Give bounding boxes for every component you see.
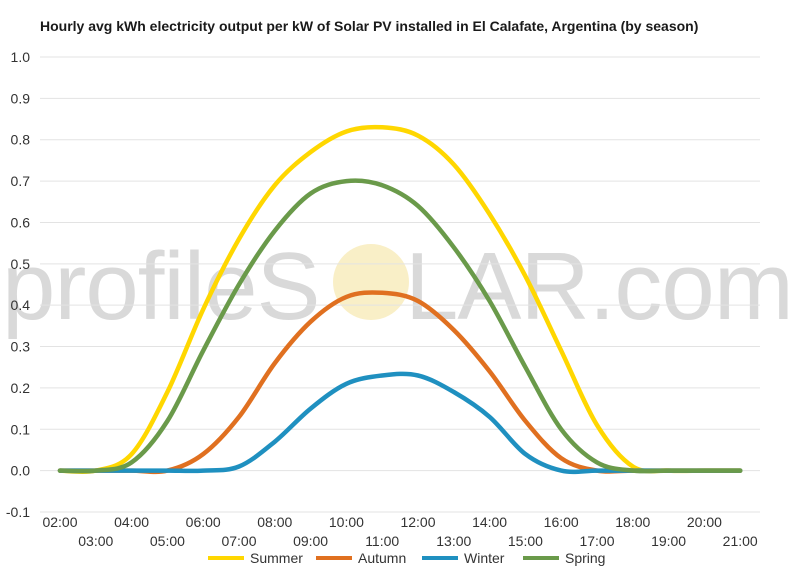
x-tick-label: 06:00 bbox=[186, 514, 221, 530]
x-tick-label: 09:00 bbox=[293, 533, 328, 549]
y-tick-label: 0.2 bbox=[11, 380, 31, 396]
x-tick-label: 18:00 bbox=[615, 514, 650, 530]
y-tick-label: -0.1 bbox=[6, 504, 30, 520]
x-tick-label: 14:00 bbox=[472, 514, 507, 530]
chart-title: Hourly avg kWh electricity output per kW… bbox=[40, 18, 699, 34]
series-lines bbox=[57, 124, 743, 475]
x-tick-label: 13:00 bbox=[436, 533, 471, 549]
series-line-winter bbox=[57, 371, 743, 475]
x-tick-label: 16:00 bbox=[544, 514, 579, 530]
y-tick-label: 0.5 bbox=[11, 256, 31, 272]
legend-label: Winter bbox=[464, 550, 505, 566]
legend-label: Autumn bbox=[358, 550, 407, 566]
series-line-autumn bbox=[57, 290, 743, 475]
legend-swatch bbox=[208, 556, 244, 560]
y-tick-label: 0.4 bbox=[11, 297, 31, 313]
legend-item-autumn: Autumn bbox=[316, 549, 406, 567]
legend-item-spring: Spring bbox=[523, 549, 605, 567]
x-tick-label: 17:00 bbox=[579, 533, 614, 549]
x-tick-label: 20:00 bbox=[687, 514, 722, 530]
x-tick-label: 08:00 bbox=[257, 514, 292, 530]
legend-swatch bbox=[422, 556, 458, 560]
legend: Summer Autumn Winter Spring bbox=[0, 549, 800, 567]
legend-item-summer: Summer bbox=[208, 549, 303, 567]
y-tick-label: 0.1 bbox=[11, 421, 31, 437]
legend-label: Spring bbox=[565, 550, 606, 566]
legend-item-winter: Winter bbox=[422, 549, 504, 567]
legend-swatch bbox=[523, 556, 559, 560]
y-tick-label: 0.0 bbox=[11, 463, 31, 479]
y-tick-label: 0.6 bbox=[11, 214, 31, 230]
x-axis-ticks: 02:0003:0004:0005:0006:0007:0008:0009:00… bbox=[42, 514, 757, 549]
x-tick-label: 02:00 bbox=[42, 514, 77, 530]
y-tick-label: 0.3 bbox=[11, 339, 31, 355]
x-tick-label: 03:00 bbox=[78, 533, 113, 549]
legend-label: Summer bbox=[250, 550, 303, 566]
x-tick-label: 21:00 bbox=[723, 533, 758, 549]
x-tick-label: 04:00 bbox=[114, 514, 149, 530]
x-tick-label: 12:00 bbox=[400, 514, 435, 530]
x-tick-label: 05:00 bbox=[150, 533, 185, 549]
y-tick-label: 0.9 bbox=[11, 90, 31, 106]
y-tick-label: 0.8 bbox=[11, 132, 31, 148]
x-tick-label: 15:00 bbox=[508, 533, 543, 549]
x-tick-label: 19:00 bbox=[651, 533, 686, 549]
y-axis-ticks: 1.0 0.9 0.8 0.7 0.6 0.5 0.4 0.3 0.2 0.1 0.0 -0.1 bbox=[6, 49, 30, 520]
gridlines bbox=[40, 56, 760, 513]
x-tick-label: 11:00 bbox=[365, 533, 399, 549]
y-tick-label: 0.7 bbox=[11, 173, 31, 189]
x-tick-label: 10:00 bbox=[329, 514, 364, 530]
x-tick-label: 07:00 bbox=[221, 533, 256, 549]
y-tick-label: 1.0 bbox=[11, 49, 31, 65]
legend-swatch bbox=[316, 556, 352, 560]
series-line-spring bbox=[57, 178, 743, 474]
series-line-summer bbox=[57, 124, 743, 475]
